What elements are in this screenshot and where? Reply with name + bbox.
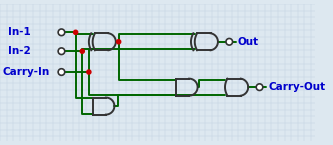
Circle shape — [117, 40, 121, 44]
Circle shape — [87, 70, 91, 74]
Text: In-1: In-1 — [8, 27, 30, 37]
Text: Carry-In: Carry-In — [3, 67, 50, 77]
Circle shape — [58, 48, 65, 55]
Circle shape — [74, 30, 78, 34]
Text: Carry-Out: Carry-Out — [268, 82, 325, 92]
Circle shape — [226, 38, 232, 45]
Circle shape — [58, 69, 65, 75]
Circle shape — [80, 49, 84, 53]
Circle shape — [58, 29, 65, 36]
Text: Out: Out — [238, 37, 259, 47]
Text: In-2: In-2 — [8, 46, 30, 56]
Circle shape — [256, 84, 263, 90]
